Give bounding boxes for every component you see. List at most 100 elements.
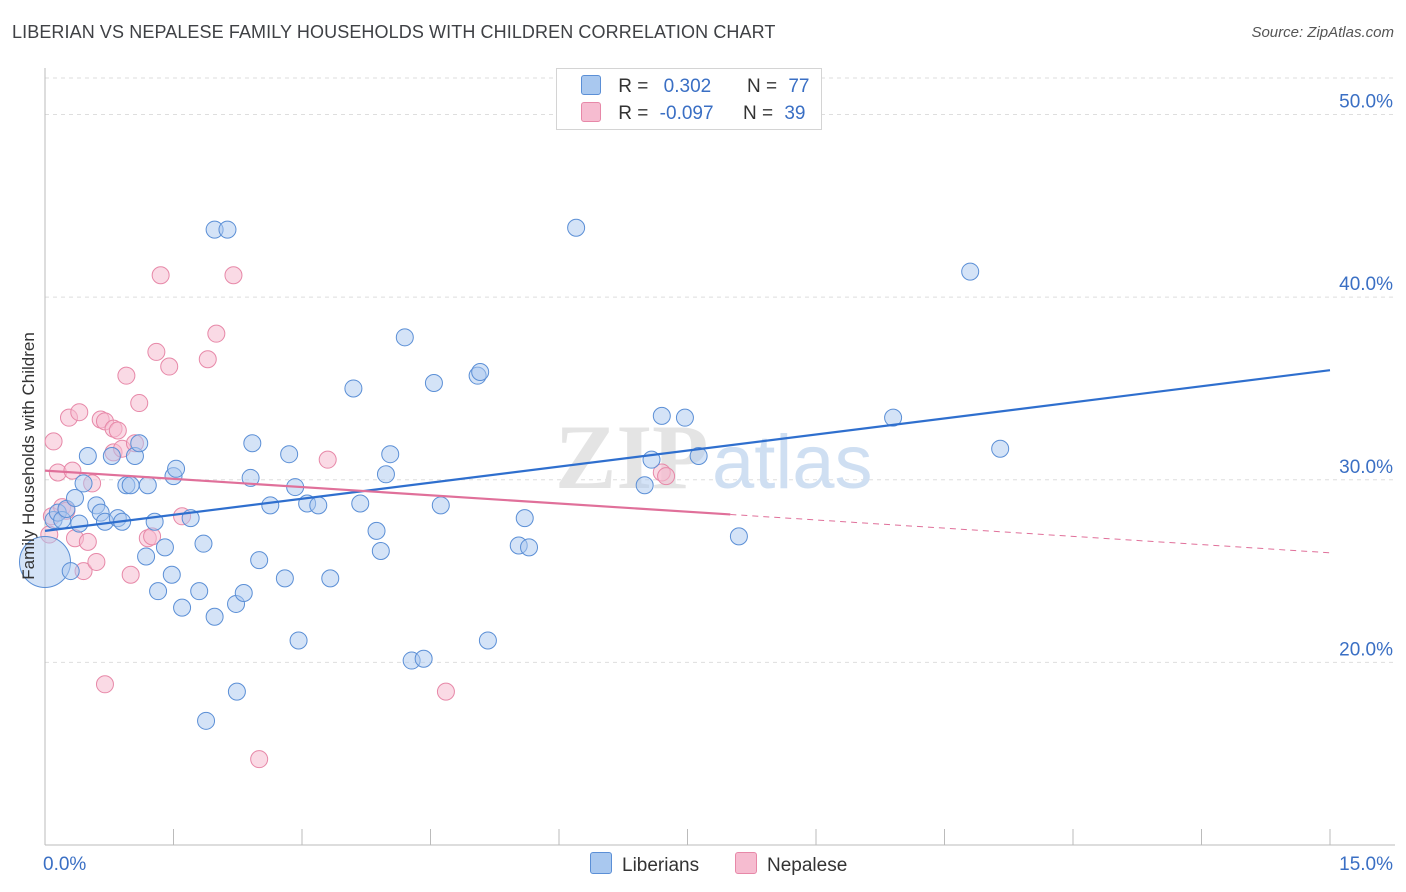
liberian-point: [309, 496, 328, 515]
liberian-point: [261, 496, 280, 515]
liberians-r-label: R =: [618, 76, 649, 97]
nepalese-point: [147, 342, 166, 361]
liberian-point: [367, 521, 386, 540]
liberian-point: [344, 379, 363, 398]
liberian-point: [424, 373, 443, 392]
liberians-trend-line: [44, 369, 1331, 532]
legend-row-liberians: R = 0.302 N = 77: [581, 75, 809, 99]
bottom-legend-nepalese: Nepalese: [735, 852, 847, 877]
axes: [44, 68, 1395, 846]
liberian-point: [652, 406, 671, 425]
liberian-point: [689, 447, 708, 466]
liberian-point: [351, 494, 370, 513]
liberian-point: [381, 445, 400, 464]
nepalese-point: [95, 675, 114, 694]
nepalese-n-value: 39: [784, 103, 806, 124]
liberian-point: [194, 534, 213, 553]
nepalese-point: [78, 532, 97, 551]
y-axis-title: Family Households with Children: [19, 332, 38, 580]
nepalese-point: [198, 350, 217, 369]
liberian-point: [275, 569, 294, 588]
nepalese-point: [87, 552, 106, 571]
x-tick-label: 15.0%: [1339, 854, 1393, 875]
liberian-point: [395, 328, 414, 347]
y-tick-label: 30.0%: [1339, 457, 1393, 478]
nepalese-point: [44, 432, 63, 451]
nepalese-points: [40, 266, 676, 769]
liberian-point: [121, 476, 140, 495]
liberian-point: [635, 476, 654, 495]
nepalese-trend-extension: [730, 513, 1331, 554]
liberian-point: [218, 220, 237, 239]
y-tick-label: 40.0%: [1339, 274, 1393, 295]
liberian-point: [155, 538, 174, 557]
liberian-point: [371, 541, 390, 560]
nepalese-point: [224, 266, 243, 285]
watermark-atlas: atlas: [712, 420, 873, 505]
liberian-point: [227, 682, 246, 701]
nepalese-r-label: R =: [618, 103, 649, 124]
liberian-point: [74, 474, 93, 493]
liberian-point: [167, 459, 186, 478]
watermark: ZIP atlas: [555, 406, 873, 508]
nepalese-point: [207, 324, 226, 343]
liberian-point: [567, 218, 586, 237]
liberian-point: [137, 547, 156, 566]
y-tick-label: 50.0%: [1339, 92, 1393, 113]
liberian-point: [138, 476, 157, 495]
liberian-point: [289, 631, 308, 650]
nepalese-n-label: N =: [742, 103, 774, 124]
liberian-point: [675, 408, 694, 427]
liberian-point: [149, 582, 168, 601]
liberian-point: [173, 598, 192, 617]
liberian-point: [61, 562, 80, 581]
liberians-r-value: 0.302: [663, 76, 712, 97]
liberian-point: [280, 445, 299, 464]
liberians-swatch: [581, 75, 601, 95]
liberians-n-value: 77: [788, 76, 810, 97]
nepalese-point: [121, 565, 140, 584]
nepalese-point: [657, 467, 676, 486]
nepalese-swatch: [581, 102, 601, 122]
liberian-point: [991, 439, 1010, 458]
bottom-nepalese-swatch: [735, 852, 757, 874]
liberian-point: [250, 551, 269, 570]
liberian-point: [70, 514, 89, 533]
liberian-point: [376, 465, 395, 484]
trend-lines: [44, 369, 1331, 554]
liberian-point: [65, 489, 84, 508]
liberian-point: [162, 565, 181, 584]
nepalese-point: [250, 750, 269, 769]
nepalese-point: [117, 366, 136, 385]
bottom-legend-liberians: Liberians: [590, 852, 699, 877]
nepalese-trend-line: [44, 469, 731, 516]
liberian-point: [102, 447, 121, 466]
liberian-point: [243, 434, 262, 453]
liberian-point: [321, 569, 340, 588]
correlation-legend: R = 0.302 N = 77 R = -0.097 N = 39: [556, 68, 822, 130]
liberian-point: [471, 363, 490, 382]
liberian-point: [130, 434, 149, 453]
liberian-point: [431, 496, 450, 515]
x-tick-label: 0.0%: [43, 854, 86, 875]
source-label: Source: ZipAtlas.com: [1251, 24, 1394, 41]
liberian-point: [197, 711, 216, 730]
nepalese-point: [151, 266, 170, 285]
liberian-point: [234, 583, 253, 602]
liberian-points: [19, 218, 1010, 730]
nepalese-r-value: -0.097: [659, 103, 714, 124]
liberian-point: [78, 447, 97, 466]
nepalese-point: [318, 450, 337, 469]
liberian-point: [414, 649, 433, 668]
liberian-point: [205, 607, 224, 626]
liberian-point: [515, 509, 534, 528]
liberian-point: [241, 468, 260, 487]
bottom-liberians-label: Liberians: [622, 855, 700, 876]
liberians-n-label: N =: [746, 76, 778, 97]
liberian-point: [884, 408, 903, 427]
liberian-point: [19, 535, 71, 588]
legend-row-nepalese: R = -0.097 N = 39: [581, 102, 805, 126]
gridlines: [45, 77, 1395, 663]
nepalese-point: [70, 403, 89, 422]
